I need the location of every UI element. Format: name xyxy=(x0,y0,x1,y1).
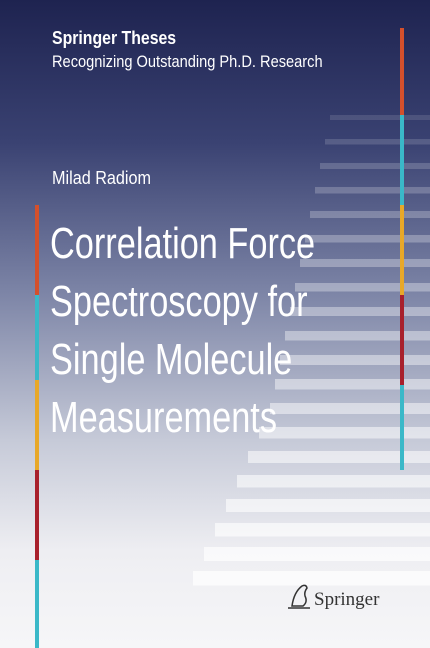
stair-step xyxy=(320,163,430,169)
stair-step xyxy=(193,571,430,586)
stair-step xyxy=(215,523,430,537)
stair-step xyxy=(248,451,430,463)
stair-step xyxy=(290,307,430,316)
stair-step xyxy=(226,499,430,512)
stair-step xyxy=(315,187,430,194)
stair-step xyxy=(305,235,430,243)
stair-step xyxy=(300,259,430,267)
series-name: Springer Theses xyxy=(52,28,177,48)
stair-step xyxy=(285,331,430,341)
springer-logo xyxy=(288,584,310,609)
title-line: Spectroscopy for xyxy=(50,277,308,326)
stair-step xyxy=(310,211,430,218)
stair-step xyxy=(325,139,430,145)
title-line: Single Molecule xyxy=(50,335,293,384)
stair-step xyxy=(275,379,430,390)
title-line: Correlation Force xyxy=(50,219,316,268)
stair-step xyxy=(204,547,430,561)
publisher: Springer xyxy=(314,589,380,610)
stairs xyxy=(193,115,430,586)
stair-step xyxy=(259,427,430,439)
title-line: Measurements xyxy=(50,393,277,442)
author: Milad Radiom xyxy=(52,168,152,188)
stair-step xyxy=(330,115,430,120)
stair-step xyxy=(270,403,430,414)
stair-step xyxy=(295,283,430,292)
stair-step xyxy=(237,475,430,488)
series-tagline: Recognizing Outstanding Ph.D. Research xyxy=(52,52,323,71)
stair-step xyxy=(280,355,430,365)
